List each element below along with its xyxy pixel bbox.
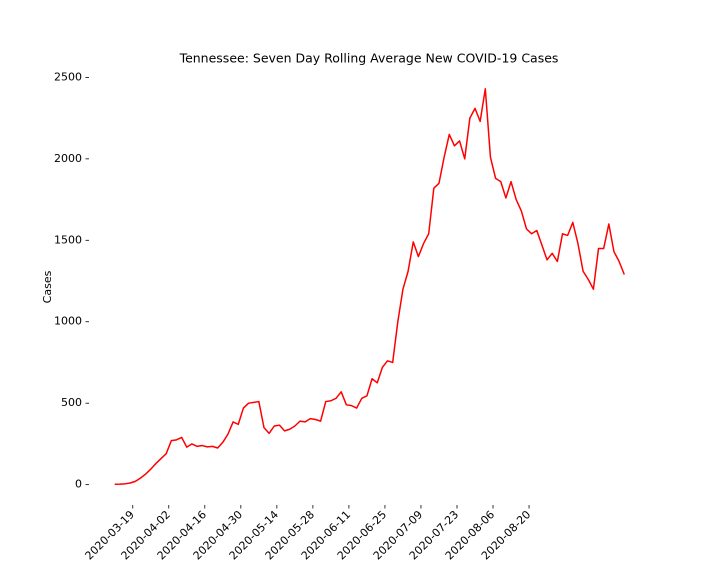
y-tick-label: 1500	[54, 233, 82, 246]
chart-title: Tennessee: Seven Day Rolling Average New…	[179, 51, 559, 66]
y-tick-label: 2000	[54, 152, 82, 165]
y-tick-label: 1000	[54, 315, 82, 328]
y-tick-label: 2500	[54, 70, 82, 83]
y-tick-label: 500	[61, 396, 82, 409]
line	[114, 88, 625, 486]
y-tick-label: 0	[75, 478, 82, 491]
y-axis-label: Cases	[41, 270, 54, 303]
